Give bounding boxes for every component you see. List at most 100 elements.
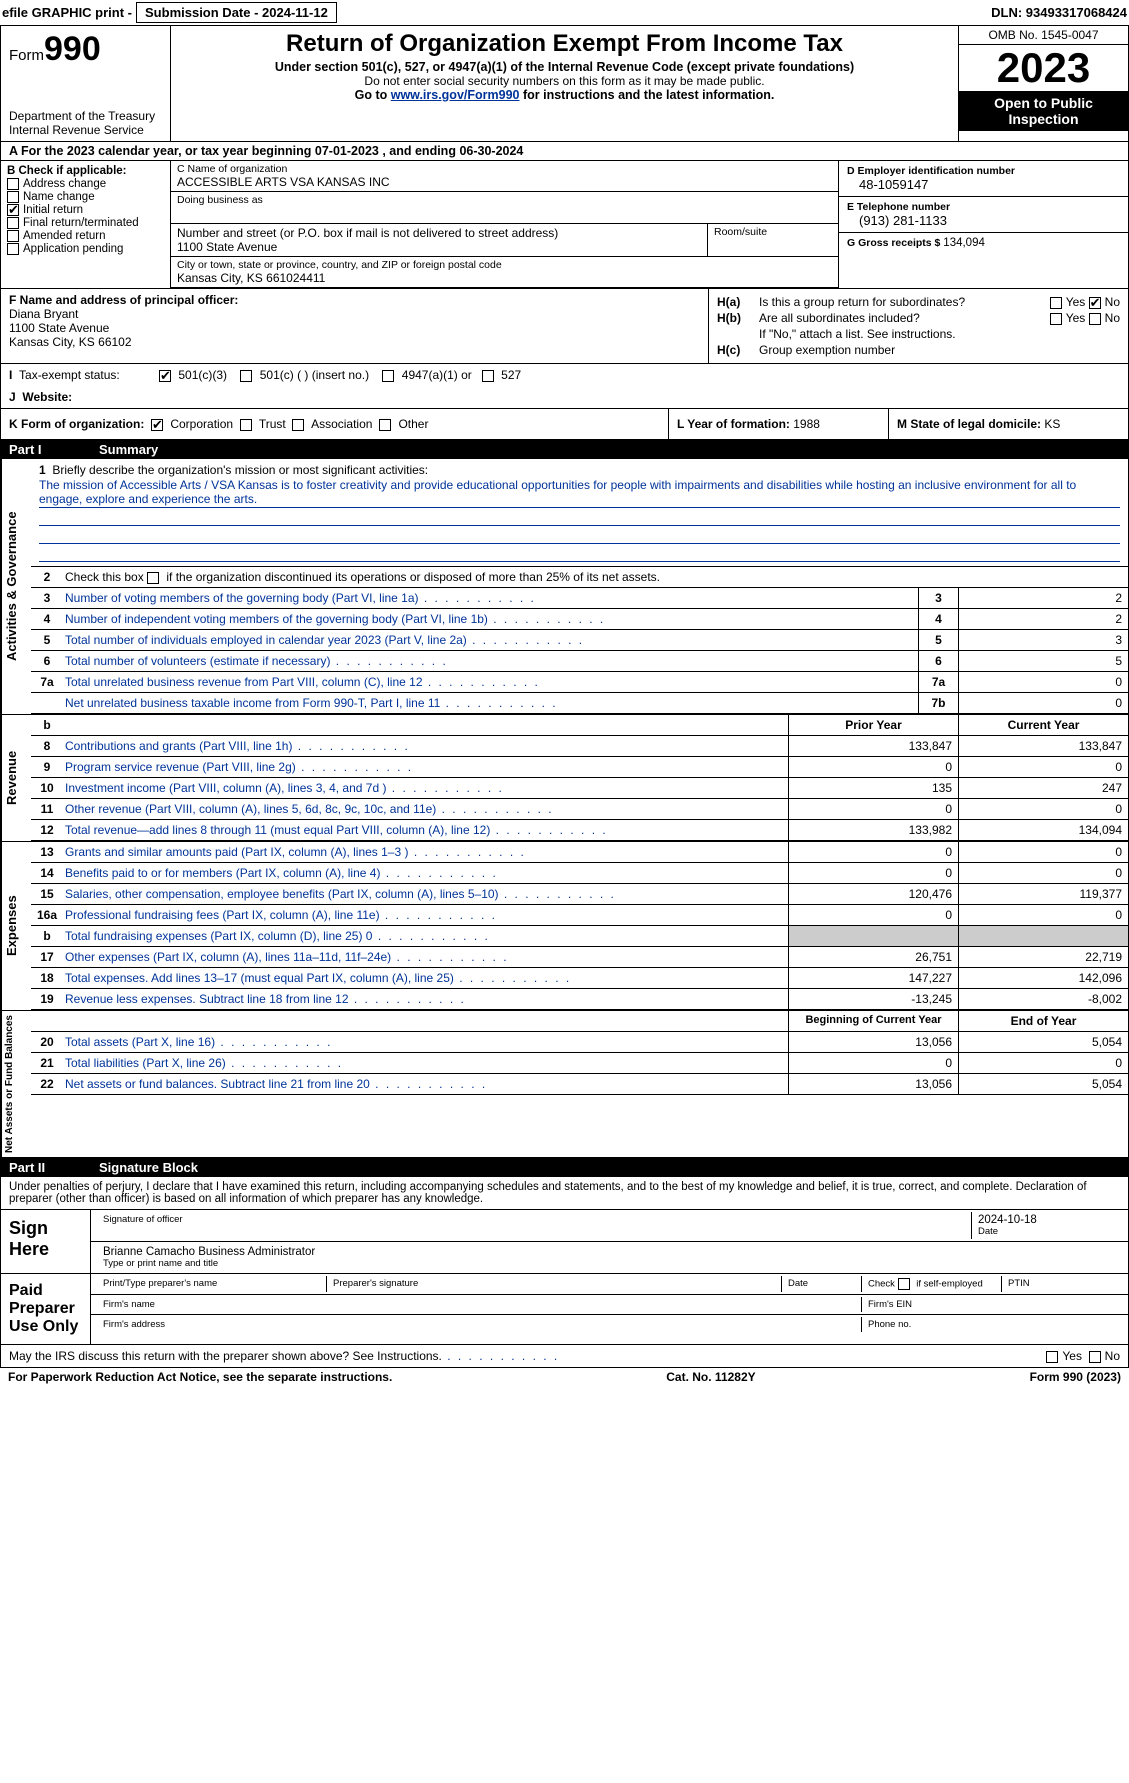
city-label: City or town, state or province, country… (177, 259, 832, 271)
gross-label: G Gross receipts $ (847, 237, 943, 249)
subtitle-2: Do not enter social security numbers on … (179, 74, 950, 88)
chk-527[interactable] (482, 370, 494, 382)
f-label: F Name and address of principal officer: (9, 293, 700, 307)
form-title: Return of Organization Exempt From Incom… (179, 30, 950, 58)
line-3: 3 Number of voting members of the govern… (31, 588, 1128, 609)
subtitle-3: Go to www.irs.gov/Form990 for instructio… (179, 88, 950, 102)
vtab-governance: Activities & Governance (1, 459, 31, 714)
chk-501c[interactable] (240, 370, 252, 382)
officer-addr2: Kansas City, KS 66102 (9, 335, 700, 349)
street-address: 1100 State Avenue (177, 240, 277, 254)
room-label: Room/suite (714, 226, 767, 238)
line-22: 22 Net assets or fund balances. Subtract… (31, 1074, 1128, 1095)
chk-assoc[interactable] (292, 419, 304, 431)
form-header: Form990 Department of the Treasury Inter… (0, 26, 1129, 142)
row-klm: K Form of organization: Corporation Trus… (0, 409, 1129, 440)
col-c: C Name of organization ACCESSIBLE ARTS V… (171, 161, 838, 288)
city-state-zip: Kansas City, KS 661024411 (177, 271, 832, 285)
cat-no: Cat. No. 11282Y (666, 1370, 755, 1384)
ein: 48-1059147 (847, 177, 1120, 192)
row-fh: F Name and address of principal officer:… (0, 289, 1129, 364)
phone-label: E Telephone number (847, 201, 1120, 213)
line-7a: 7a Total unrelated business revenue from… (31, 672, 1128, 693)
chk-501c3[interactable] (159, 370, 171, 382)
officer-addr1: 1100 State Avenue (9, 321, 700, 335)
col-d: D Employer identification number 48-1059… (838, 161, 1128, 288)
line-2: Check this box if the organization disco… (63, 567, 1128, 587)
perjury-declaration: Under penalties of perjury, I declare th… (1, 1177, 1128, 1210)
open-to-public: Open to Public Inspection (959, 91, 1128, 131)
ein-label: D Employer identification number (847, 165, 1120, 177)
chk-final-return[interactable]: Final return/terminated (7, 217, 164, 229)
part-1-header: Part I Summary (1, 440, 1128, 459)
year-formation: 1988 (793, 417, 820, 431)
chk-app-pending[interactable]: Application pending (7, 243, 164, 255)
chk-name-change[interactable]: Name change (7, 191, 164, 203)
pra-notice: For Paperwork Reduction Act Notice, see … (8, 1370, 392, 1384)
end-year-hdr: End of Year (958, 1011, 1128, 1031)
line-: Net unrelated business taxable income fr… (31, 693, 1128, 714)
ha-label: Is this a group return for subordinates? (759, 295, 1050, 309)
line-4: 4 Number of independent voting members o… (31, 609, 1128, 630)
officer-name: Diana Bryant (9, 307, 700, 321)
chk-discontinued[interactable] (147, 572, 159, 584)
line-20: 20 Total assets (Part X, line 16) 13,056… (31, 1032, 1128, 1053)
dln: DLN: 93493317068424 (991, 5, 1127, 20)
chk-discuss-yes[interactable] (1046, 1351, 1058, 1363)
chk-4947[interactable] (382, 370, 394, 382)
addr-label: Number and street (or P.O. box if mail i… (177, 226, 701, 240)
i-label: Tax-exempt status: (19, 368, 120, 382)
gross-receipts: 134,094 (943, 237, 985, 249)
footer: For Paperwork Reduction Act Notice, see … (0, 1368, 1129, 1386)
vtab-expenses: Expenses (1, 842, 31, 1010)
line-8: 8 Contributions and grants (Part VIII, l… (31, 736, 1128, 757)
prior-year-hdr: Prior Year (788, 715, 958, 735)
line-19: 19 Revenue less expenses. Subtract line … (31, 989, 1128, 1010)
tax-year: 2023 (959, 45, 1128, 91)
line-21: 21 Total liabilities (Part X, line 26) 0… (31, 1053, 1128, 1074)
line-17: 17 Other expenses (Part IX, column (A), … (31, 947, 1128, 968)
col-b-checkboxes: B Check if applicable: Address change Na… (1, 161, 171, 288)
part-2: Part II Signature Block Under penalties … (0, 1158, 1129, 1368)
sign-here-label: Sign Here (1, 1210, 91, 1273)
j-label: Website: (22, 390, 72, 404)
line-a-calendar-year: A For the 2023 calendar year, or tax yea… (0, 142, 1129, 161)
line-16a: 16a Professional fundraising fees (Part … (31, 905, 1128, 926)
mission-text: The mission of Accessible Arts / VSA Kan… (39, 477, 1120, 508)
chk-initial-return[interactable]: Initial return (7, 204, 164, 216)
sig-date: 2024-10-18 (978, 1214, 1037, 1226)
chk-other[interactable] (379, 419, 391, 431)
chk-discuss-no[interactable] (1089, 1351, 1101, 1363)
section-bcd: B Check if applicable: Address change Na… (0, 161, 1129, 289)
state-domicile: KS (1044, 417, 1060, 431)
form-number: Form990 (9, 30, 162, 69)
line-6: 6 Total number of volunteers (estimate i… (31, 651, 1128, 672)
line-12: 12 Total revenue—add lines 8 through 11 … (31, 820, 1128, 841)
row-ij: I Tax-exempt status: J Website: 501(c)(3… (0, 364, 1129, 409)
dept-treasury: Department of the Treasury Internal Reve… (9, 109, 162, 137)
irs-link[interactable]: www.irs.gov/Form990 (391, 88, 520, 102)
dba-label: Doing business as (177, 194, 832, 206)
phone: (913) 281-1133 (847, 213, 1120, 228)
line-15: 15 Salaries, other compensation, employe… (31, 884, 1128, 905)
line-14: 14 Benefits paid to or for members (Part… (31, 863, 1128, 884)
vtab-net-assets: Net Assets or Fund Balances (1, 1011, 31, 1157)
line-13: 13 Grants and similar amounts paid (Part… (31, 842, 1128, 863)
ha-answer: Yes No (1050, 295, 1120, 309)
line-10: 10 Investment income (Part VIII, column … (31, 778, 1128, 799)
chk-corp[interactable] (151, 419, 163, 431)
chk-address-change[interactable]: Address change (7, 178, 164, 190)
submission-date: Submission Date - 2024-11-12 (136, 2, 337, 23)
line-5: 5 Total number of individuals employed i… (31, 630, 1128, 651)
part-1: Part I Summary Activities & Governance 1… (0, 440, 1129, 1158)
form-footer: Form 990 (2023) (1030, 1370, 1121, 1384)
chk-self-employed[interactable] (898, 1278, 910, 1290)
part-2-header: Part II Signature Block (1, 1158, 1128, 1177)
chk-trust[interactable] (240, 419, 252, 431)
begin-year-hdr: Beginning of Current Year (788, 1011, 958, 1031)
hb-note: If "No," attach a list. See instructions… (717, 327, 1120, 341)
paid-preparer-label: Paid Preparer Use Only (1, 1274, 91, 1344)
hc-label: Group exemption number (759, 343, 1120, 357)
chk-amended[interactable]: Amended return (7, 230, 164, 242)
hb-answer: Yes No (1050, 311, 1120, 325)
